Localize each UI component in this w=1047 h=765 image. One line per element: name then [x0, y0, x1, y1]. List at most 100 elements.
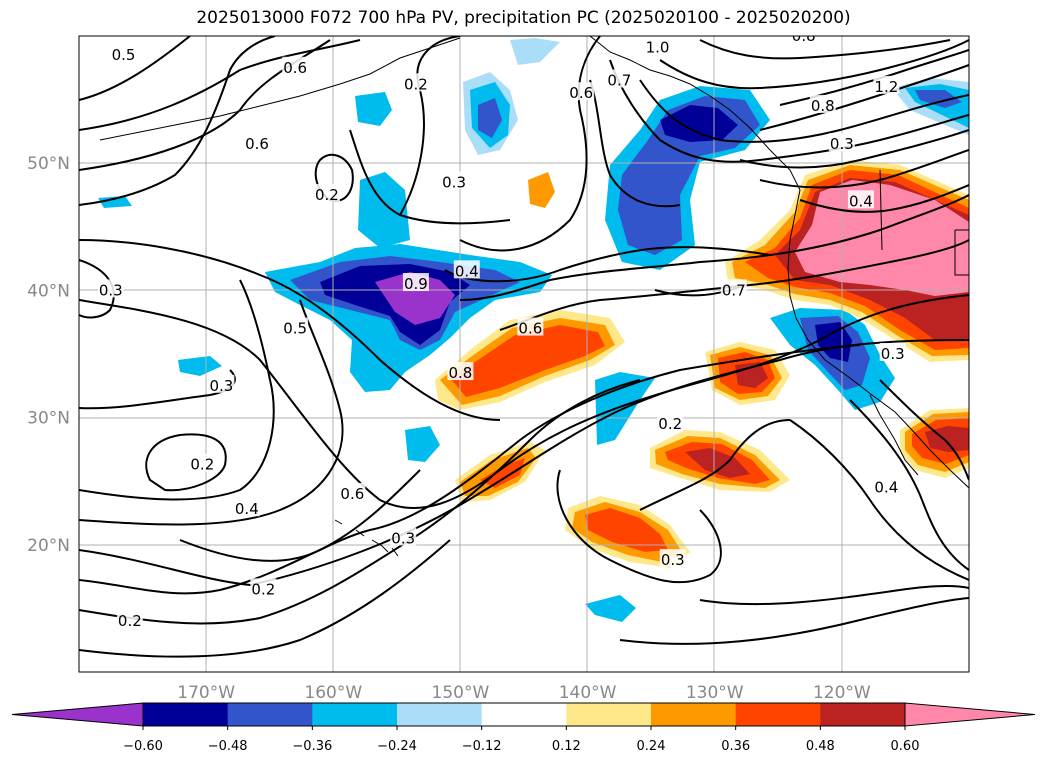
contour-label-background	[233, 498, 260, 517]
contour-label-background	[208, 374, 235, 393]
longitude-tick-label: 160°W	[304, 683, 362, 703]
contour-label: 0.8	[811, 97, 835, 115]
contour-label-background	[568, 82, 595, 101]
colorbar-segment	[566, 703, 652, 726]
contour-label: 0.7	[722, 281, 746, 299]
contour-label: 0.6	[340, 485, 364, 503]
contour-label-background	[282, 56, 309, 75]
contour-label-background	[659, 549, 686, 568]
colorbar-tick-label: 0.60	[891, 739, 920, 754]
contour-label: 0.3	[391, 529, 415, 547]
contour-label-background	[657, 412, 684, 431]
alaska-coastline	[589, 36, 801, 191]
colorbar-segment	[481, 703, 567, 726]
contour-label-background	[644, 36, 671, 55]
contour-label: 0.4	[455, 262, 479, 280]
precip-negative-area	[510, 38, 560, 65]
colorbar-segment	[312, 703, 398, 726]
colorbar: −0.60 −0.48 −0.36 −0.24 −0.12 0.12 0.24 0.36 0.4…	[11, 702, 1036, 754]
contour-label-background	[828, 133, 855, 152]
colorbar-segment	[143, 703, 229, 726]
contour-label-background	[282, 317, 309, 336]
north-america-coastline	[787, 189, 969, 489]
colorbar-segment	[227, 703, 313, 726]
alaska-coastline	[99, 37, 461, 141]
contour-label-background	[402, 73, 429, 92]
contour-label-background	[250, 578, 277, 597]
longitude-tick-labels: 170°W 160°W 150°W 140°W 130°W 120°W	[177, 683, 871, 703]
contour-label-background	[189, 453, 216, 472]
contour-label: 1.0	[646, 38, 670, 56]
colorbar-tick-label: 0.48	[806, 739, 835, 754]
precip-positive-area	[480, 458, 525, 488]
precip-positive-area	[528, 172, 555, 208]
contour-label: 0.4	[235, 500, 259, 518]
contour-label-background	[447, 362, 474, 381]
contour-label: 0.3	[881, 345, 905, 363]
latitude-tick-label: 50°N	[27, 154, 70, 174]
map-area: 0.5 0.6 0.6 0.2 0.2 0.3 0.6 0.7 1.0 0.8 1.2 0.8 0.3 0…	[79, 27, 969, 672]
latitude-tick-label: 40°N	[27, 281, 70, 301]
precip-negative-area	[478, 98, 502, 138]
map-gridlines	[79, 36, 969, 672]
latitude-tick-label: 20°N	[27, 536, 70, 556]
contour-label: 0.8	[792, 27, 816, 45]
contour-label-background	[339, 482, 366, 501]
contour-label: 0.5	[112, 46, 136, 64]
precip-positive-area	[585, 508, 668, 552]
contour-label: 0.2	[251, 580, 275, 598]
contour-label-background	[790, 36, 817, 43]
precip-negative-area	[98, 196, 132, 208]
contour-label: 0.3	[442, 173, 466, 191]
colorbar-tick-label: −0.24	[377, 739, 417, 754]
contour-label-background	[453, 260, 480, 279]
longitude-tick-label: 170°W	[177, 683, 235, 703]
contour-label-background	[116, 610, 143, 629]
contour-label-background	[606, 69, 633, 88]
precip-positive-area	[685, 448, 750, 478]
contour-label-background	[244, 133, 270, 152]
precip-negative-area	[405, 426, 440, 462]
contour-label: 0.5	[283, 320, 307, 338]
contour-label: 0.6	[283, 59, 307, 77]
contour-label-background	[809, 94, 836, 113]
contour-label-background	[720, 279, 747, 298]
precip-positive-area	[450, 325, 605, 397]
pv-contours	[79, 36, 969, 658]
contour-label: 0.6	[518, 320, 542, 338]
colorbar-extend-low	[11, 702, 144, 727]
contour-label-background	[517, 317, 544, 336]
contour-label: 0.3	[209, 377, 233, 395]
contour-label: 0.3	[661, 551, 685, 569]
map-title: 2025013000 F072 700 hPa PV, precipitatio…	[196, 8, 851, 28]
colorbar-tick-label: 0.12	[552, 739, 581, 754]
contour-label-background	[313, 184, 340, 202]
precip-negative-area	[375, 272, 455, 325]
contour-label-background	[402, 273, 429, 292]
colorbar-segment	[735, 703, 821, 726]
contour-label: 0.2	[118, 612, 142, 630]
colorbar-tick-label: 0.24	[637, 739, 666, 754]
baja-coastline	[869, 394, 919, 476]
colorbar-extend-high	[904, 702, 1036, 727]
pv-contour-labels: 0.5 0.6 0.6 0.2 0.2 0.3 0.6 0.7 1.0 0.8 1.2 0.8 0.3 0…	[97, 27, 906, 630]
contour-label: 0.6	[569, 84, 593, 102]
colorbar-tick-label: 0.36	[721, 739, 750, 754]
longitude-tick-label: 140°W	[559, 683, 617, 703]
longitude-tick-label: 120°W	[813, 683, 871, 703]
contour-label-background	[873, 476, 900, 495]
precip-negative-area	[815, 322, 852, 362]
contour-label: 0.4	[874, 479, 898, 497]
contour-label: 0.3	[99, 281, 123, 299]
contour-label-background	[873, 75, 900, 94]
contour-label-background	[879, 343, 906, 361]
longitude-tick-label: 150°W	[432, 683, 490, 703]
contour-label-background	[441, 171, 468, 190]
latitude-tick-labels: 20°N 30°N 40°N 50°N	[27, 154, 70, 556]
contour-label: 0.3	[830, 135, 854, 153]
colorbar-segment	[397, 703, 483, 726]
colorbar-tick-label: −0.60	[123, 739, 163, 754]
colorbar-tick-label: −0.36	[292, 739, 332, 754]
contour-label: 0.2	[190, 456, 214, 474]
